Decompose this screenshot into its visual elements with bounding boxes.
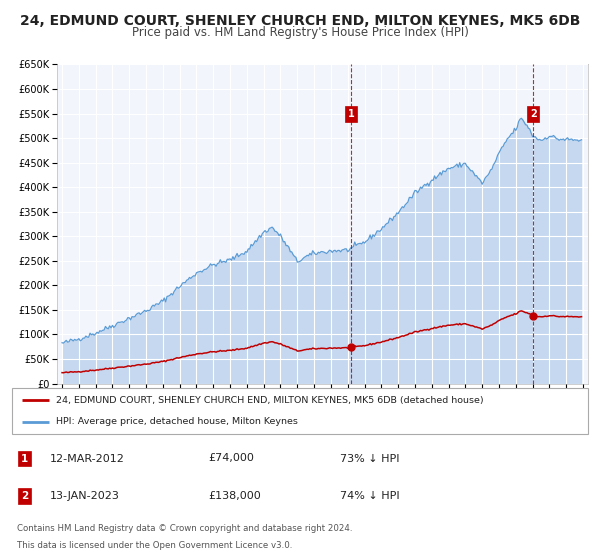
Text: 1: 1	[21, 454, 28, 464]
Text: Price paid vs. HM Land Registry's House Price Index (HPI): Price paid vs. HM Land Registry's House …	[131, 26, 469, 39]
Text: Contains HM Land Registry data © Crown copyright and database right 2024.: Contains HM Land Registry data © Crown c…	[17, 524, 352, 533]
Text: 74% ↓ HPI: 74% ↓ HPI	[340, 491, 400, 501]
Text: 12-MAR-2012: 12-MAR-2012	[49, 454, 124, 464]
Text: £74,000: £74,000	[208, 454, 254, 464]
Text: 1: 1	[347, 109, 354, 119]
Text: 13-JAN-2023: 13-JAN-2023	[49, 491, 119, 501]
Text: 73% ↓ HPI: 73% ↓ HPI	[340, 454, 400, 464]
Text: 24, EDMUND COURT, SHENLEY CHURCH END, MILTON KEYNES, MK5 6DB: 24, EDMUND COURT, SHENLEY CHURCH END, MI…	[20, 14, 580, 28]
Text: £138,000: £138,000	[208, 491, 260, 501]
Text: This data is licensed under the Open Government Licence v3.0.: This data is licensed under the Open Gov…	[17, 542, 292, 550]
Text: 2: 2	[530, 109, 536, 119]
Text: 24, EDMUND COURT, SHENLEY CHURCH END, MILTON KEYNES, MK5 6DB (detached house): 24, EDMUND COURT, SHENLEY CHURCH END, MI…	[56, 396, 484, 405]
Text: HPI: Average price, detached house, Milton Keynes: HPI: Average price, detached house, Milt…	[56, 417, 298, 426]
Text: 2: 2	[21, 491, 28, 501]
